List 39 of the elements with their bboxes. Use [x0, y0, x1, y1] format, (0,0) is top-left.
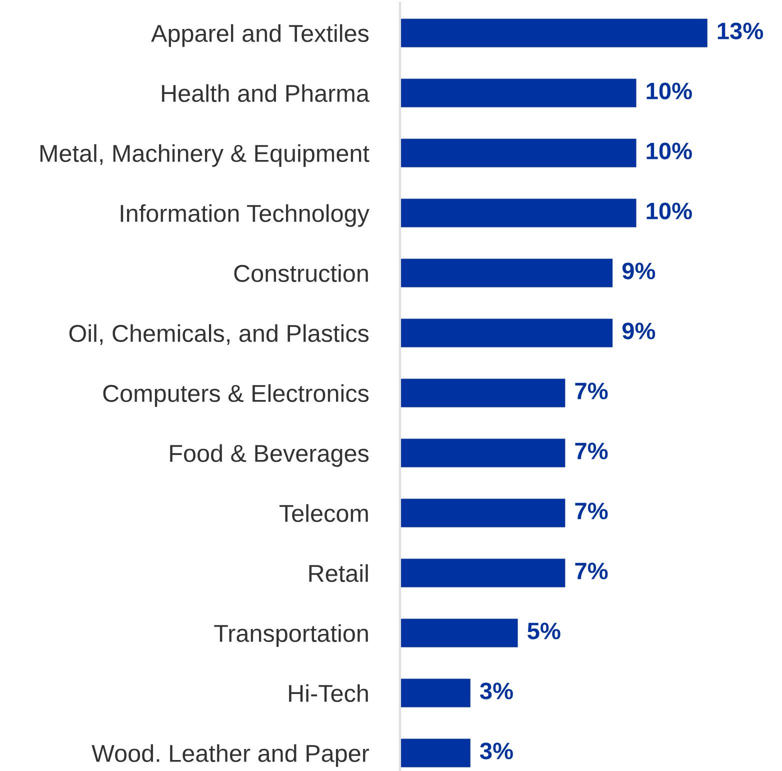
data-label: 9% [622, 322, 656, 340]
y-tick-label: Apparel and Textiles [151, 24, 369, 47]
y-tick-label: Telecom [280, 504, 368, 522]
y-tick-label: Transportation [214, 624, 368, 647]
bar [400, 737, 472, 769]
y-tick-label: Hi-Tech [289, 684, 368, 702]
y-tick-label: Construction [234, 264, 368, 282]
bar [400, 437, 567, 469]
data-label: 13% [718, 22, 764, 40]
bar [400, 257, 614, 289]
bar [400, 317, 614, 349]
bar [400, 197, 638, 229]
data-label: 10% [646, 202, 692, 220]
bar [400, 557, 567, 589]
bar [400, 137, 638, 169]
data-label: 3% [480, 742, 513, 760]
bar [400, 677, 472, 709]
y-tick-label: Metal, Machinery & Equipment [40, 144, 370, 167]
data-label: 5% [528, 622, 560, 640]
bar [400, 497, 567, 529]
data-label: 9% [622, 262, 656, 280]
bar [400, 377, 567, 409]
y-tick-label: Health and Pharma [162, 84, 370, 102]
y-tick-label: Computers & Electronics [103, 384, 369, 407]
data-label: 7% [575, 382, 608, 400]
y-tick-label: Food & Beverages [170, 444, 369, 467]
y-tick-label: Wood. Leather and Paper [92, 744, 370, 767]
y-tick-label: Information Technology [120, 204, 370, 227]
data-label: 7% [575, 442, 608, 460]
data-label: 3% [480, 682, 513, 700]
y-tick-label: Retail [309, 564, 368, 582]
y-tick-label: Oil, Chemicals, and Plastics [69, 324, 369, 345]
data-label: 10% [646, 142, 692, 160]
data-label: 7% [575, 562, 608, 580]
data-label: 7% [575, 502, 608, 520]
bar [400, 17, 709, 49]
bar [400, 77, 638, 109]
data-label: 10% [646, 82, 692, 100]
bar [400, 617, 520, 649]
